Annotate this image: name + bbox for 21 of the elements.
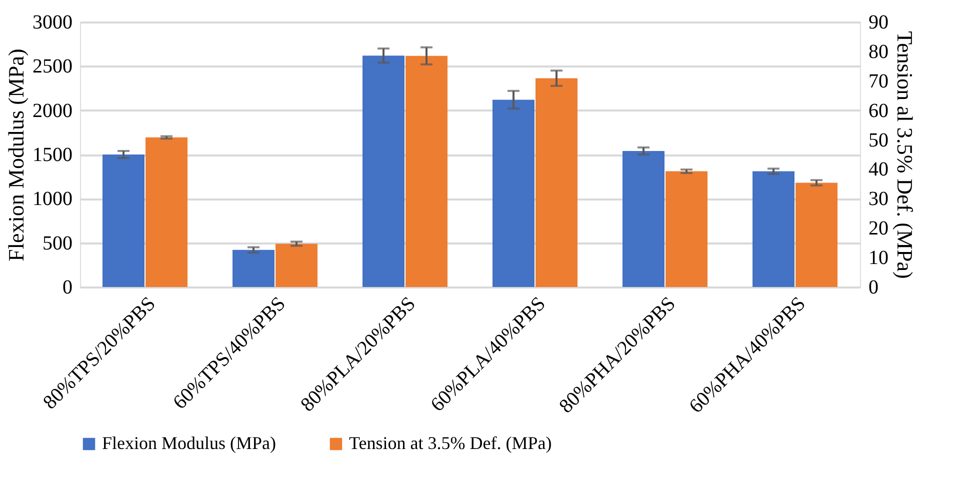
legend-label: Flexion Modulus (MPa) <box>102 433 276 453</box>
y2-tick-label: 50 <box>868 129 888 152</box>
y2-tick-label: 0 <box>868 276 878 298</box>
y-tick-label: 1500 <box>32 144 72 166</box>
y2-tick-label: 10 <box>868 247 888 270</box>
y2-tick-label: 20 <box>868 218 888 240</box>
y-tick-label: 2500 <box>32 56 72 78</box>
y2-tick-label: 90 <box>868 12 888 34</box>
y2-tick-label: 80 <box>868 40 888 63</box>
y-tick-label: 1000 <box>32 188 72 210</box>
y-tick-label: 3000 <box>32 12 72 34</box>
y-axis-title: Flexion Modulus (MPa) <box>4 48 28 262</box>
y2-tick-label: 70 <box>868 70 888 92</box>
y-tick-label: 500 <box>42 232 72 254</box>
y-tick-label: 0 <box>62 276 72 298</box>
y2-tick-label: 40 <box>868 158 888 181</box>
y2-tick-label: 60 <box>868 100 888 122</box>
y2-tick-label: 30 <box>868 188 888 210</box>
y-tick-label: 2000 <box>32 100 72 122</box>
legend-label: Tension at 3.5% Def. (MPa) <box>349 433 552 453</box>
y2-axis-title: Tension al 3.5% Def. (MPa) <box>892 31 918 279</box>
